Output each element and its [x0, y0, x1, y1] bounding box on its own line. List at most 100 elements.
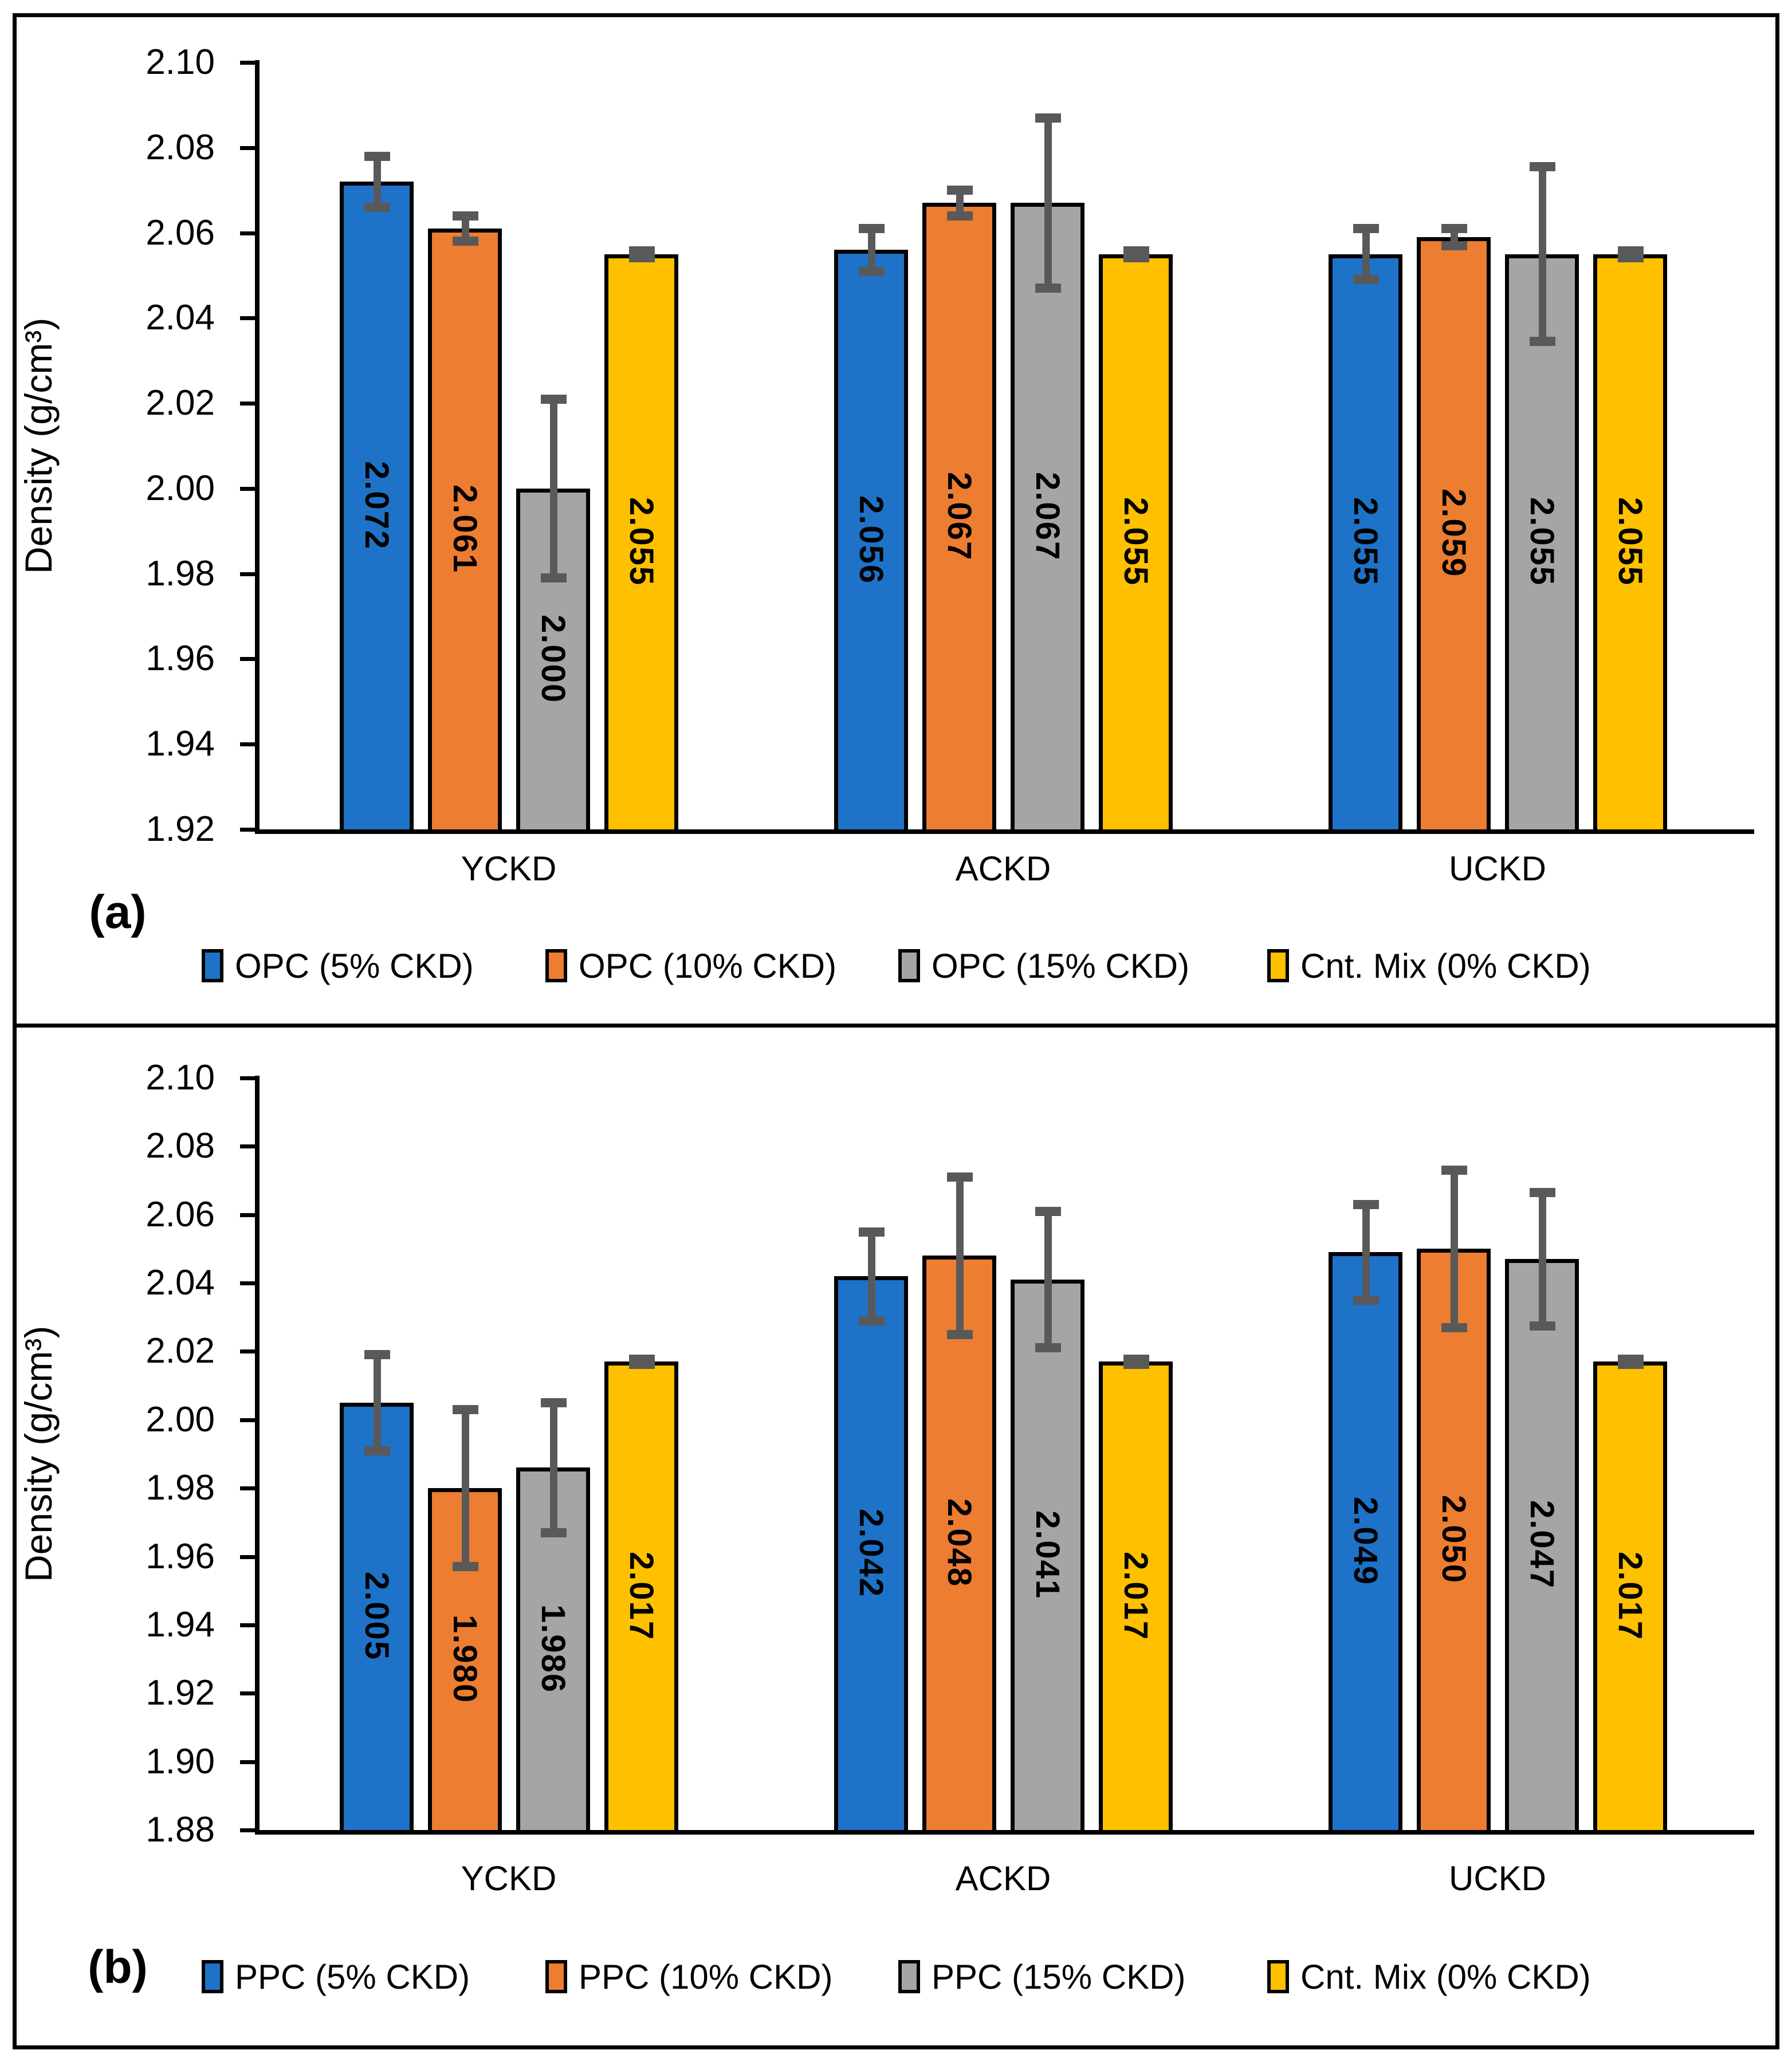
- bar-value-label: 2.049: [1347, 1497, 1384, 1586]
- bar: [1099, 1361, 1173, 1834]
- error-bar-cap-top: [540, 1398, 567, 1407]
- error-bar-cap-bottom: [1035, 284, 1061, 293]
- legend-swatch: [545, 1960, 567, 1993]
- legend-label: OPC (5% CKD): [235, 946, 474, 985]
- error-bar-whisker: [461, 1409, 469, 1567]
- bar: [1593, 254, 1667, 833]
- y-tick-label: 2.00: [146, 1399, 215, 1439]
- error-bar-cap-bottom: [1617, 253, 1644, 262]
- legend-item: OPC (10% CKD): [545, 946, 836, 985]
- y-tick-label: 1.98: [146, 553, 215, 593]
- y-tick: [240, 1349, 255, 1354]
- bar-value-label: 1.980: [446, 1615, 484, 1704]
- x-category-label: ACKD: [955, 849, 1051, 888]
- error-bar-cap-top: [858, 224, 885, 234]
- bar-value-label: 2.059: [1435, 489, 1472, 578]
- bar: [1011, 1280, 1084, 1834]
- bar-value-label: 2.061: [446, 484, 484, 574]
- y-tick: [240, 1691, 255, 1696]
- error-bar-cap-bottom: [628, 253, 655, 262]
- bar: [834, 250, 908, 833]
- bar-value-label: 2.047: [1523, 1500, 1561, 1589]
- legend-label: PPC (10% CKD): [579, 1957, 833, 1996]
- bar-value-label: 2.000: [535, 614, 572, 703]
- legend-item: Cnt. Mix (0% CKD): [1267, 1957, 1591, 1996]
- y-tick: [240, 402, 255, 406]
- error-bar-whisker: [867, 229, 875, 271]
- y-tick-label: 1.98: [146, 1468, 215, 1508]
- y-tick-label: 1.92: [146, 1673, 215, 1713]
- legend-swatch: [545, 949, 567, 982]
- error-bar-cap-bottom: [1123, 253, 1149, 262]
- bar: [1417, 1249, 1491, 1834]
- bar: [1329, 1252, 1402, 1834]
- error-bar-whisker: [1362, 229, 1370, 280]
- error-bar-whisker: [549, 399, 557, 579]
- legend-label: Cnt. Mix (0% CKD): [1300, 946, 1591, 985]
- error-bar-cap-bottom: [858, 1316, 885, 1325]
- error-bar-whisker: [373, 156, 381, 207]
- legend-item: PPC (10% CKD): [545, 1957, 832, 1996]
- x-category-label: ACKD: [955, 1859, 1051, 1898]
- y-tick-label: 1.94: [146, 724, 215, 764]
- y-tick: [240, 1418, 255, 1422]
- error-bar-cap-top: [1035, 113, 1061, 123]
- bar-value-label: 2.048: [941, 1498, 978, 1588]
- error-bar-whisker: [1450, 1170, 1458, 1328]
- panel-divider: [13, 1024, 1779, 1028]
- bar-value-label: 2.056: [852, 495, 890, 584]
- error-bar-cap-top: [1353, 1199, 1379, 1209]
- figure-border: [13, 13, 1779, 2049]
- legend-label: OPC (15% CKD): [932, 946, 1190, 985]
- error-bar-cap-top: [858, 1227, 885, 1237]
- error-bar-cap-top: [364, 1350, 390, 1360]
- error-bar-whisker: [1362, 1204, 1370, 1300]
- error-bar-cap-top: [946, 1172, 973, 1182]
- error-bar-cap-top: [1441, 224, 1467, 234]
- error-bar-whisker: [867, 1231, 875, 1321]
- error-bar-cap-bottom: [1035, 1343, 1061, 1353]
- error-bar-whisker: [461, 215, 469, 242]
- error-bar-cap-top: [1353, 224, 1379, 234]
- y-tick-label: 2.02: [146, 1331, 215, 1371]
- error-bar-cap-top: [452, 211, 478, 221]
- legend-label: OPC (10% CKD): [579, 946, 837, 985]
- error-bar-whisker: [1044, 117, 1052, 289]
- error-bar-cap-top: [540, 394, 567, 404]
- y-tick-label: 2.04: [146, 298, 215, 338]
- y-tick-label: 2.00: [146, 468, 215, 508]
- legend-label: PPC (15% CKD): [932, 1957, 1186, 1996]
- x-category-label: YCKD: [461, 1859, 557, 1898]
- error-bar-cap-bottom: [452, 237, 478, 246]
- bar: [834, 1276, 908, 1834]
- x-category-label: YCKD: [461, 849, 557, 888]
- error-bar-cap-bottom: [1123, 1360, 1149, 1370]
- y-tick-label: 1.96: [146, 639, 215, 679]
- legend-item: PPC (15% CKD): [898, 1957, 1185, 1996]
- bar-value-label: 2.041: [1029, 1510, 1066, 1600]
- error-bar-cap-bottom: [540, 1528, 567, 1537]
- bar: [428, 229, 502, 833]
- legend-swatch: [202, 949, 223, 982]
- error-bar-cap-bottom: [1617, 1360, 1644, 1370]
- error-bar-cap-top: [1529, 1187, 1555, 1197]
- y-tick: [240, 61, 255, 65]
- panel-b-label: (b): [88, 1941, 148, 1993]
- error-bar-cap-bottom: [1353, 275, 1379, 285]
- error-bar-cap-bottom: [1441, 241, 1467, 250]
- bar-value-label: 2.017: [1612, 1551, 1649, 1640]
- bar-value-label: 2.055: [1523, 497, 1561, 587]
- y-tick-label: 1.94: [146, 1604, 215, 1644]
- error-bar-cap-top: [1441, 1166, 1467, 1175]
- bar: [922, 1256, 996, 1834]
- error-bar-cap-top: [452, 1404, 478, 1414]
- bar: [1505, 254, 1579, 833]
- error-bar-cap-bottom: [1529, 1321, 1555, 1331]
- x-category-label: UCKD: [1448, 1859, 1546, 1898]
- y-tick: [240, 657, 255, 662]
- bar: [1329, 254, 1402, 833]
- y-tick-label: 2.08: [146, 1126, 215, 1166]
- y-tick-label: 1.88: [146, 1810, 215, 1849]
